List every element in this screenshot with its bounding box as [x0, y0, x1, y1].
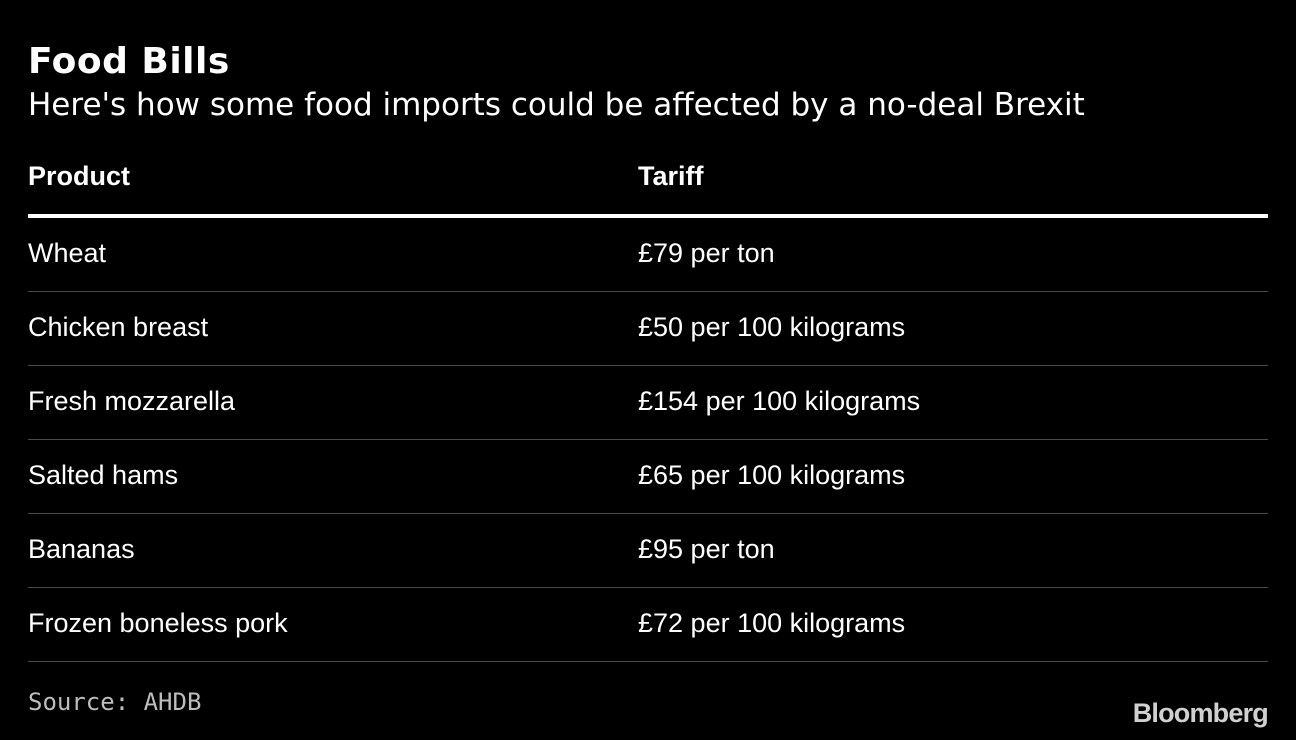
tariff-cell: £79 per ton — [638, 238, 775, 268]
table-row: Fresh mozzarella £154 per 100 kilograms — [28, 366, 1268, 440]
tariff-cell: £50 per 100 kilograms — [638, 312, 906, 342]
column-header-product: Product — [28, 161, 131, 191]
product-cell: Chicken breast — [28, 312, 209, 342]
tariff-cell: £95 per ton — [638, 534, 775, 564]
table-row: Bananas £95 per ton — [28, 514, 1268, 588]
bloomberg-logo: Bloomberg — [1132, 698, 1269, 728]
chart-subtitle: Here's how some food imports could be af… — [28, 87, 1085, 123]
source-note: Source: AHDB — [28, 688, 202, 716]
table-row: Chicken breast £50 per 100 kilograms — [28, 292, 1268, 366]
table-row: Wheat £79 per ton — [28, 218, 1268, 292]
product-cell: Frozen boneless pork — [28, 608, 288, 638]
column-header-tariff: Tariff — [638, 161, 704, 191]
product-cell: Bananas — [28, 534, 135, 564]
product-cell: Salted hams — [28, 460, 179, 490]
chart-title: Food Bills — [28, 41, 230, 82]
tariff-cell: £72 per 100 kilograms — [638, 608, 906, 638]
product-cell: Fresh mozzarella — [28, 386, 236, 416]
tariff-cell: £65 per 100 kilograms — [638, 460, 906, 490]
tariff-table: Product Tariff Wheat £79 per ton Chicken… — [28, 144, 1268, 662]
product-cell: Wheat — [28, 238, 107, 268]
tariff-cell: £154 per 100 kilograms — [638, 386, 921, 416]
table-row: Salted hams £65 per 100 kilograms — [28, 440, 1268, 514]
table-header-row: Product Tariff — [28, 144, 1268, 218]
table-row: Frozen boneless pork £72 per 100 kilogra… — [28, 588, 1268, 662]
